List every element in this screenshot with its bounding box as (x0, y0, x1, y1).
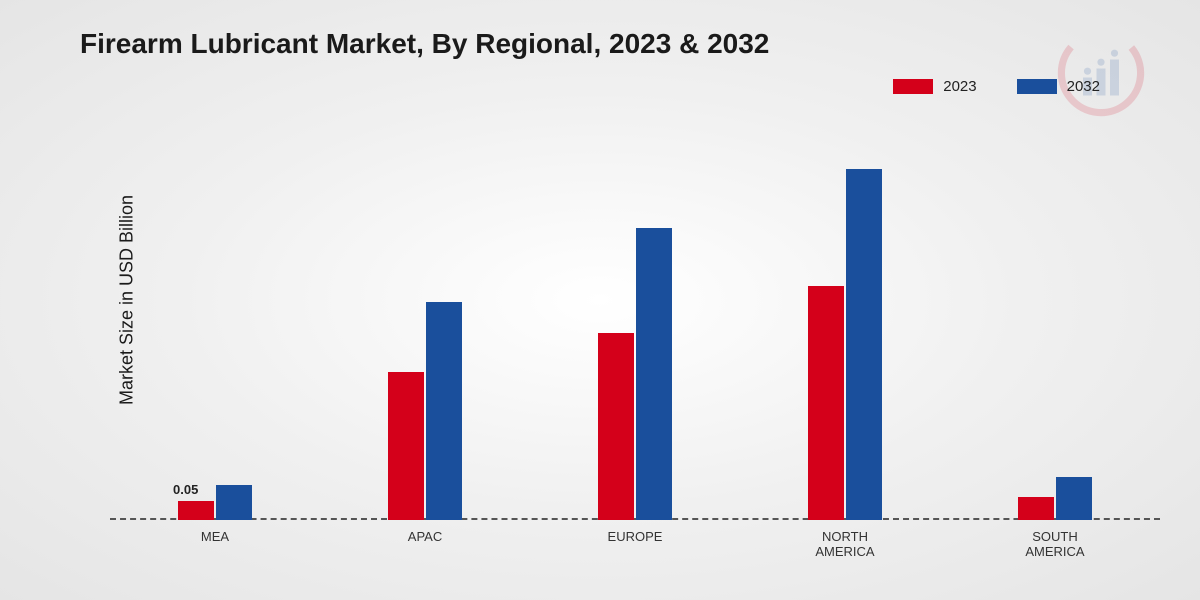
x-axis-label: APAC (365, 529, 485, 560)
bar-group (808, 169, 882, 520)
bar-2032 (216, 485, 252, 520)
legend-swatch-2023 (893, 79, 933, 94)
bar-2023 (1018, 497, 1054, 520)
chart-title: Firearm Lubricant Market, By Regional, 2… (80, 28, 769, 60)
bar-group (388, 302, 462, 520)
legend: 2023 2032 (893, 78, 1100, 95)
legend-label-2023: 2023 (943, 78, 976, 95)
chart-plot-area: 0.05 (110, 130, 1160, 520)
bar-value-label: 0.05 (173, 482, 198, 497)
bar-2023 (598, 333, 634, 520)
legend-item-2032: 2032 (1017, 78, 1100, 95)
x-axis-label: SOUTHAMERICA (995, 529, 1115, 560)
bar-2032 (636, 228, 672, 521)
bar-2023 (388, 372, 424, 520)
bar-group: 0.05 (178, 485, 252, 520)
x-axis-label: MEA (155, 529, 275, 560)
watermark-logo (1056, 28, 1146, 118)
legend-item-2023: 2023 (893, 78, 976, 95)
legend-label-2032: 2032 (1067, 78, 1100, 95)
x-axis-label: NORTHAMERICA (785, 529, 905, 560)
bar-2023 (178, 501, 214, 521)
bar-group (1018, 477, 1092, 520)
bar-2032 (426, 302, 462, 520)
bar-group (598, 228, 672, 521)
x-axis-labels: MEA APAC EUROPE NORTHAMERICA SOUTHAMERICA (110, 529, 1160, 560)
bar-2023 (808, 286, 844, 520)
legend-swatch-2032 (1017, 79, 1057, 94)
x-axis-label: EUROPE (575, 529, 695, 560)
bar-groups: 0.05 (110, 130, 1160, 520)
bar-2032 (1056, 477, 1092, 520)
bar-2032 (846, 169, 882, 520)
